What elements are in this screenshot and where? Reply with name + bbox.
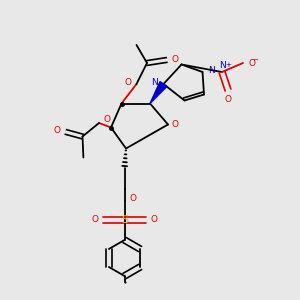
Polygon shape (150, 82, 167, 104)
Text: O: O (172, 56, 179, 64)
Text: N: N (152, 78, 158, 87)
Text: N: N (208, 66, 215, 75)
Text: O: O (151, 215, 158, 224)
Text: O: O (224, 95, 232, 104)
Text: O: O (125, 78, 132, 87)
Text: −: − (253, 57, 259, 63)
Text: O: O (171, 120, 178, 129)
Text: O: O (130, 194, 137, 203)
Text: O: O (248, 58, 255, 68)
Text: O: O (54, 126, 61, 135)
Text: S: S (121, 214, 128, 225)
Text: O: O (104, 116, 111, 124)
Text: O: O (91, 215, 98, 224)
Text: N: N (219, 61, 225, 70)
Text: +: + (226, 62, 232, 68)
